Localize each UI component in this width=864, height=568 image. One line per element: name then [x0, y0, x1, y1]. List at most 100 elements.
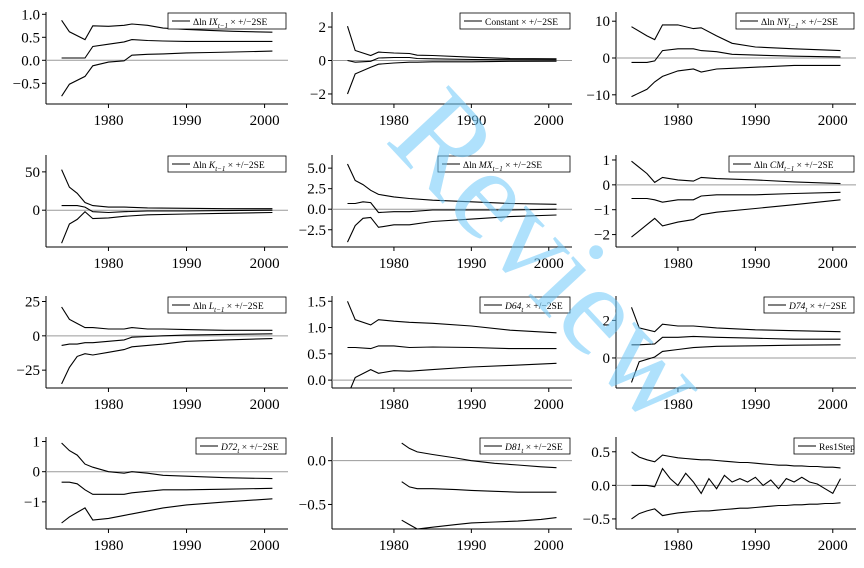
y-tick-label: 0 — [33, 465, 41, 481]
legend: Δln NYt−1 × +/−2SE — [735, 12, 855, 30]
series-line-upper — [346, 301, 557, 334]
x-tick-label: 1990 — [172, 397, 202, 413]
y-tick-label: 1.0 — [307, 321, 326, 337]
x-tick-label: 1990 — [740, 256, 770, 272]
x-tick-label: 1980 — [379, 256, 409, 272]
legend-label: D81t × +/−2SE — [504, 443, 563, 455]
series-line-upper — [631, 451, 841, 469]
series-line-estimate — [61, 481, 273, 495]
series-line-estimate — [61, 333, 273, 346]
y-tick-label: −0.5 — [583, 512, 610, 528]
y-tick-label: 2 — [603, 313, 611, 329]
legend-box — [167, 12, 287, 30]
legend-label-part: t — [805, 306, 808, 314]
x-tick-label: 2000 — [250, 256, 280, 272]
x-tick-label: 1990 — [456, 256, 486, 272]
legend-label: Δln CMt−1 × +/−2SE — [754, 161, 834, 173]
series-line-residual — [631, 467, 841, 495]
legend-label: Res1Step — [819, 443, 855, 453]
legend-label: D74t × +/−2SE — [788, 302, 847, 314]
y-tick-label: 0 — [603, 51, 611, 67]
legend: Δln Kt−1 × +/−2SE — [167, 155, 287, 173]
x-tick-label: 2000 — [250, 113, 280, 129]
legend-box — [167, 155, 287, 173]
y-tick-label: 2 — [319, 20, 327, 36]
legend-label-part: Δln — [754, 161, 770, 171]
y-tick-label: 10 — [595, 14, 610, 30]
legend-label-part: Constant × +/−2SE — [485, 18, 558, 28]
x-tick-label: 1980 — [379, 538, 409, 554]
legend-box — [763, 296, 855, 314]
series-line-upper — [346, 26, 557, 60]
y-tick-label: 0.0 — [307, 202, 326, 218]
legend-label-part: Δln — [761, 18, 777, 28]
x-tick-label: 2000 — [534, 538, 564, 554]
legend-label-part: D81 — [504, 443, 521, 453]
x-tick-label: 2000 — [250, 538, 280, 554]
series-line-upper — [631, 24, 841, 52]
series-line-lower — [631, 502, 841, 520]
chart-panel-8: 1.5 1.0 0.5 0.0 1980 1990 2000 D64t × +/−2SE — [307, 294, 572, 413]
x-tick-label: 2000 — [534, 397, 564, 413]
chart-panel-11: 0.0 −0.5 1980 1990 2000 D81t × +/−2SE — [299, 437, 572, 554]
legend-box — [195, 437, 287, 455]
legend-label-part: t — [237, 447, 240, 455]
y-tick-label: 25 — [25, 294, 40, 310]
chart-panel-3: 10 0 −10 1980 1990 2000 Δln NYt−1 × +/−2SE — [587, 12, 856, 129]
legend-label-part: Δln — [193, 18, 209, 28]
legend-label-part: × +/−2SE — [794, 161, 833, 171]
legend-label-part: D72 — [220, 443, 238, 453]
x-tick-label: 1990 — [740, 538, 770, 554]
y-tick-label: 1.0 — [21, 7, 40, 23]
legend-label-part: × +/−2SE — [523, 443, 562, 453]
series-line-estimate — [401, 481, 557, 493]
legend-label-part: L — [208, 302, 214, 312]
legend-label: D72t × +/−2SE — [220, 443, 279, 455]
x-tick-label: 2000 — [818, 256, 848, 272]
x-tick-label: 1990 — [456, 538, 486, 554]
series-line-upper — [61, 169, 273, 210]
x-tick-label: 1990 — [740, 397, 770, 413]
x-tick-label: 1980 — [93, 397, 123, 413]
legend: D72t × +/−2SE — [195, 437, 287, 455]
chart-panel-7: 25 0 −25 1980 1990 2000 Δln Lt−1 × +/−2SE — [17, 294, 288, 413]
chart-panel-4: 50 0 1980 1990 2000 Δln Kt−1 × +/−2SE — [25, 155, 288, 272]
y-tick-label: 50 — [25, 165, 40, 181]
series-line-upper — [61, 442, 273, 480]
legend-box — [728, 155, 855, 173]
series-line-lower — [401, 517, 557, 529]
legend-label-part: Δln — [193, 302, 209, 312]
x-tick-label: 2000 — [818, 397, 848, 413]
legend-label-part: IX — [208, 18, 219, 28]
series-line-lower — [61, 50, 273, 97]
x-tick-label: 1990 — [456, 397, 486, 413]
legend-label-part: D74 — [788, 302, 806, 312]
y-tick-label: 0.0 — [591, 478, 610, 494]
legend: Res1Step — [793, 437, 855, 455]
legend-label: Δln NYt−1 × +/−2SE — [761, 18, 838, 30]
y-tick-label: 0.0 — [21, 53, 40, 69]
series-line-estimate — [631, 48, 841, 63]
legend: Δln MXt−1 × +/−2SE — [437, 155, 571, 173]
chart-panel-9: 2 0 1980 1990 2000 D74t × +/−2SE — [603, 296, 856, 413]
legend-box — [167, 296, 287, 314]
legend-label-part: t−1 — [214, 306, 224, 314]
y-tick-label: 0.5 — [591, 445, 610, 461]
y-tick-label: 0.5 — [307, 347, 326, 363]
series-line-upper — [630, 307, 841, 333]
legend-label: Δln IXt−1 × +/−2SE — [193, 18, 268, 30]
chart-panel-10: 1 0 −1 1980 1990 2000 D72t × +/−2SE — [24, 435, 288, 554]
series-line-upper — [61, 19, 273, 41]
series-line-estimate — [347, 56, 557, 63]
legend-box — [479, 437, 571, 455]
series-line-lower — [346, 60, 557, 95]
legend-label-part: Δln — [193, 161, 209, 171]
legend-label-part: t−1 — [493, 165, 503, 173]
series-line-upper — [61, 306, 273, 331]
series-line-lower — [631, 199, 841, 238]
series-line-estimate — [347, 201, 557, 214]
y-tick-label: −2 — [310, 87, 326, 103]
y-tick-label: −0.5 — [13, 76, 40, 92]
y-tick-label: 0 — [33, 203, 41, 219]
legend-label-part: × +/−2SE — [503, 161, 542, 171]
